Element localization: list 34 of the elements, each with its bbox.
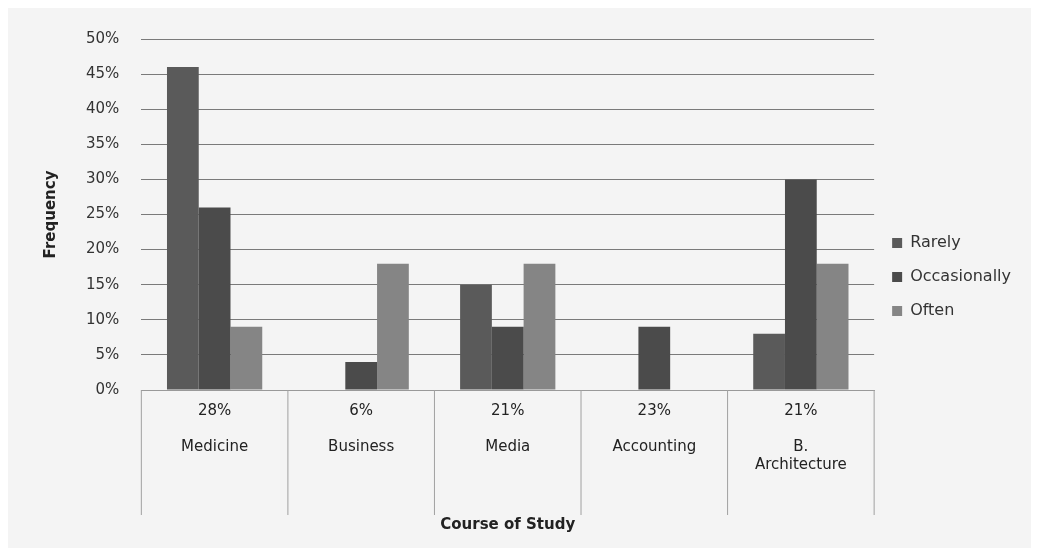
- bar: [345, 361, 378, 390]
- y-tick-label: 35%: [86, 134, 120, 153]
- text: 21%: [784, 400, 818, 419]
- y-axis-title: Frequency: [40, 170, 59, 259]
- bar: [460, 284, 492, 390]
- bar: [166, 67, 199, 390]
- x-axis-title: Course of Study: [440, 514, 576, 533]
- y-tick-label: 25%: [86, 204, 120, 223]
- bar: [784, 179, 817, 390]
- y-tick-label: 0%: [95, 379, 120, 398]
- bar: [753, 333, 785, 390]
- legend-label: Occasionally: [910, 266, 1012, 286]
- x-tick-label: B. Architecture: [754, 436, 847, 473]
- bar: [198, 207, 231, 390]
- x-tick-label: Accounting: [612, 436, 697, 455]
- y-tick-label: 20%: [86, 239, 120, 258]
- y-tick-label: 50%: [86, 28, 120, 47]
- y-tick-label: 30%: [86, 169, 120, 188]
- bar: [638, 326, 671, 390]
- text: 28%: [197, 400, 232, 419]
- y-tick-label: 15%: [86, 274, 120, 293]
- bar: [491, 326, 524, 390]
- x-tick-label: Media: [485, 436, 531, 455]
- text: 6%: [349, 400, 374, 419]
- y-tick-label: 5%: [95, 344, 120, 363]
- y-tick-label: 10%: [86, 309, 120, 328]
- text: 21%: [491, 400, 525, 419]
- x-tick-label: Medicine: [181, 436, 249, 455]
- legend-label: Often: [910, 300, 955, 320]
- legend-label: Rarely: [910, 232, 961, 252]
- y-tick-label: 40%: [86, 99, 120, 118]
- text: 23%: [637, 400, 671, 419]
- y-tick-label: 45%: [86, 63, 120, 82]
- x-tick-label: Business: [328, 436, 395, 455]
